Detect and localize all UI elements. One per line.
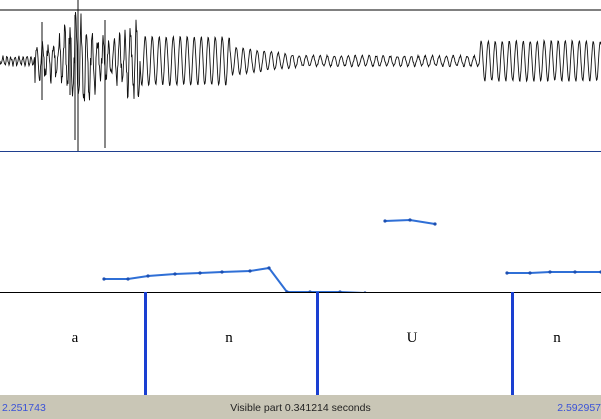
status-bar: 2.251743 Visible part 0.341214 seconds 2… [0,395,601,419]
visible-duration-label[interactable]: Visible part 0.341214 seconds [0,402,601,414]
pitch-point [126,277,129,280]
segment-label[interactable]: n [225,330,233,347]
segment-boundary[interactable] [144,292,147,395]
pitch-point [505,271,508,274]
pitch-point [528,271,531,274]
pitch-point [548,270,551,273]
waveform-trace [0,12,601,101]
pitch-point [408,218,411,221]
pitch-point [198,271,201,274]
segment-boundary[interactable] [316,292,319,395]
pitch-point [102,277,105,280]
waveform-panel[interactable] [0,0,601,152]
segment-label[interactable]: n [553,330,561,347]
pitch-point [433,222,436,225]
segment-label[interactable]: a [72,330,79,347]
segment-label[interactable]: U [407,330,418,347]
pitch-point [383,219,386,222]
pitch-point [267,266,270,269]
pitch-panel[interactable] [0,152,601,292]
pitch-point [573,270,576,273]
pitch-contour [102,218,601,292]
pitch-point [248,269,251,272]
pitch-line [104,268,287,292]
pitch-point [146,274,149,277]
pitch-point [173,272,176,275]
segment-boundary[interactable] [511,292,514,395]
visible-end-time[interactable]: 2.592957 [557,402,601,414]
pitch-point [220,270,223,273]
pitch-line [507,272,601,273]
